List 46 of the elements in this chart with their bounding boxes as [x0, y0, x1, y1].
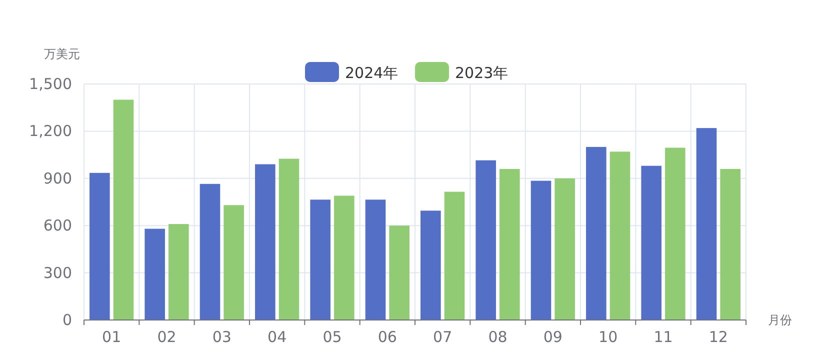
bar [720, 168, 740, 320]
bar [168, 224, 189, 320]
bar [365, 200, 386, 320]
bar [278, 158, 300, 320]
x-axis-title: 月份 [768, 313, 792, 327]
bar [113, 100, 134, 320]
bar [334, 196, 354, 320]
legend-label: 2024年 [345, 64, 398, 82]
bar [641, 166, 662, 320]
bar [255, 164, 276, 320]
x-tick-label: 11 [654, 328, 673, 346]
y-tick-label: 1,500 [29, 75, 72, 93]
x-tick-label: 04 [268, 328, 287, 346]
y-tick-label: 0 [62, 311, 72, 329]
bar [389, 226, 410, 320]
x-tick-label: 10 [598, 328, 618, 346]
bar [586, 146, 606, 320]
bar [696, 128, 717, 320]
y-tick-label: 600 [43, 216, 72, 235]
bar [444, 192, 465, 320]
x-tick-label: 12 [708, 328, 728, 346]
bar [420, 210, 441, 320]
bar [476, 160, 496, 320]
y-tick-label: 300 [43, 264, 72, 282]
bar [224, 205, 244, 320]
x-tick-label: 08 [488, 328, 508, 346]
legend-label: 2023年 [455, 64, 508, 82]
x-tick-label: 03 [212, 328, 232, 346]
bar [530, 180, 552, 320]
x-tick-label: 06 [378, 328, 397, 346]
bar [310, 200, 330, 320]
bar [144, 228, 165, 320]
x-tick-label: 09 [543, 328, 562, 346]
bar [665, 148, 686, 320]
y-tick-label: 900 [43, 169, 72, 188]
x-tick-label: 01 [102, 328, 122, 346]
bar [610, 152, 630, 320]
bar [200, 184, 220, 320]
bar [500, 168, 520, 320]
y-tick-label: 1,200 [29, 122, 72, 140]
y-axis-title: 万美元 [44, 47, 80, 61]
x-tick-label: 02 [157, 328, 176, 346]
x-tick-label: 07 [433, 328, 452, 346]
bar [554, 178, 575, 320]
bar [90, 172, 110, 320]
x-tick-label: 05 [322, 328, 342, 346]
